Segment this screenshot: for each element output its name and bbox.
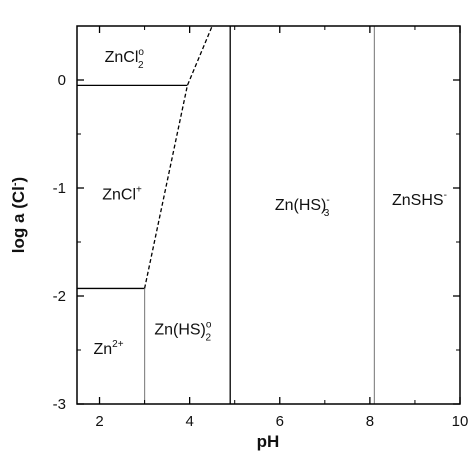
x-tick-label: 6 — [276, 413, 284, 430]
field-label-zncl: ZnCl+ — [102, 184, 142, 203]
boundary-lines — [77, 25, 375, 404]
x-tick-label: 4 — [185, 413, 193, 430]
axis-ticks: 2 4 6 8 10 0 -1 -2 -3 — [53, 25, 469, 430]
field-labels: ZnClo 2 ZnCl+ Zn2+ Zn(HS)o 2 Zn(HS)-3 ZnSHS- — [94, 47, 447, 358]
x-tick-label: 10 — [452, 413, 469, 430]
svg-text:Zn2+: Zn2+ — [94, 339, 124, 358]
boundary-line-2 — [143, 25, 213, 289]
svg-text:Zn(HS)o2: Zn(HS)o 2 — [154, 319, 212, 343]
svg-text:ZnSHS-: ZnSHS- — [392, 190, 447, 209]
field-label-znhs3: Zn(HS)-3 — [275, 195, 330, 219]
svg-text:Zn(HS)-3: Zn(HS)-3 — [275, 195, 330, 219]
y-tick-label: 0 — [58, 72, 66, 89]
x-axis-title: pH — [257, 432, 280, 451]
field-label-zncl2o: ZnClo 2 — [105, 47, 145, 71]
y-tick-label: -2 — [53, 288, 66, 305]
field-label-znhs2o: Zn(HS)o 2 — [154, 319, 212, 343]
y-tick-label: -3 — [53, 396, 66, 413]
x-tick-label: 2 — [95, 413, 103, 430]
x-tick-label: 8 — [366, 413, 374, 430]
field-label-znshs: ZnSHS- — [392, 190, 447, 209]
svg-text:ZnCl+: ZnCl+ — [102, 184, 142, 203]
y-tick-label: -1 — [53, 180, 66, 197]
field-label-zn2: Zn2+ — [94, 339, 124, 358]
y-axis-title: log a (Cl-) — [9, 177, 28, 253]
plot-frame — [76, 25, 461, 405]
